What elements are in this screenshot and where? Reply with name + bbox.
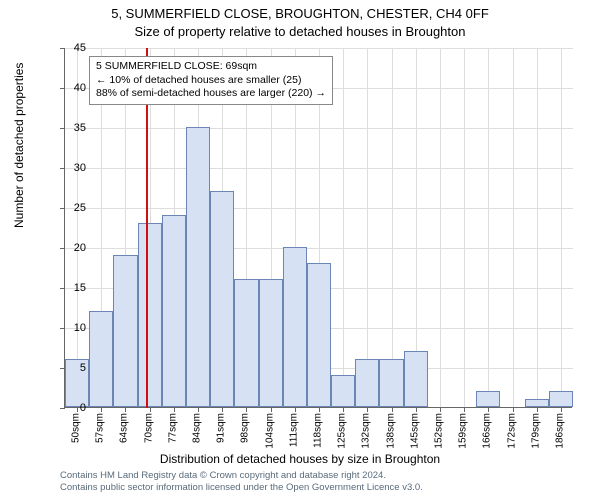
y-tick-label: 5	[56, 362, 86, 374]
x-tick-mark	[343, 407, 344, 412]
y-tick-label: 20	[56, 242, 86, 254]
x-tick-mark	[488, 407, 489, 412]
histogram-bar	[186, 127, 210, 407]
x-tick-mark	[319, 407, 320, 412]
x-tick-mark	[150, 407, 151, 412]
histogram-bar	[113, 255, 137, 407]
x-tick-label: 132sqm	[361, 413, 372, 449]
x-tick-mark	[101, 407, 102, 412]
grid-line-v	[513, 48, 514, 408]
histogram-bar	[162, 215, 186, 407]
info-box: 5 SUMMERFIELD CLOSE: 69sqm ← 10% of deta…	[89, 56, 333, 105]
x-tick-label: 125sqm	[337, 413, 348, 449]
x-tick-mark	[537, 407, 538, 412]
chart-plot-area: 5 SUMMERFIELD CLOSE: 69sqm ← 10% of deta…	[64, 48, 572, 408]
histogram-bar	[234, 279, 258, 407]
histogram-bar	[355, 359, 379, 407]
histogram-bar	[525, 399, 549, 407]
x-tick-mark	[198, 407, 199, 412]
x-tick-label: 118sqm	[313, 413, 324, 448]
x-tick-mark	[440, 407, 441, 412]
x-tick-mark	[222, 407, 223, 412]
chart-container: 5, SUMMERFIELD CLOSE, BROUGHTON, CHESTER…	[0, 0, 600, 500]
histogram-bar	[549, 391, 573, 407]
x-tick-label: 152sqm	[433, 413, 444, 449]
grid-line-v	[464, 48, 465, 408]
x-tick-mark	[271, 407, 272, 412]
histogram-bar	[404, 351, 428, 407]
y-tick-label: 35	[56, 122, 86, 134]
x-tick-mark	[125, 407, 126, 412]
footer-line-1: Contains HM Land Registry data © Crown c…	[60, 470, 590, 482]
x-tick-label: 104sqm	[264, 413, 275, 449]
y-tick-label: 0	[56, 402, 86, 414]
histogram-bar	[89, 311, 113, 407]
x-tick-label: 172sqm	[506, 413, 517, 449]
info-line-3: 88% of semi-detached houses are larger (…	[96, 87, 326, 101]
grid-line-v	[561, 48, 562, 408]
chart-title-main: 5, SUMMERFIELD CLOSE, BROUGHTON, CHESTER…	[0, 6, 600, 21]
x-axis-label: Distribution of detached houses by size …	[0, 452, 600, 466]
histogram-bar	[331, 375, 355, 407]
x-tick-label: 159sqm	[458, 413, 469, 449]
histogram-bar	[476, 391, 500, 407]
x-tick-label: 111sqm	[288, 413, 299, 447]
y-tick-label: 15	[56, 282, 86, 294]
x-tick-label: 98sqm	[240, 413, 251, 443]
footer-line-2: Contains public sector information licen…	[60, 482, 590, 494]
histogram-bar	[138, 223, 162, 407]
histogram-bar	[307, 263, 331, 407]
histogram-bar	[379, 359, 403, 407]
x-tick-mark	[392, 407, 393, 412]
x-tick-label: 179sqm	[530, 413, 541, 449]
x-tick-mark	[464, 407, 465, 412]
x-tick-label: 145sqm	[409, 413, 420, 449]
x-tick-label: 57sqm	[95, 413, 106, 443]
x-tick-label: 91sqm	[216, 413, 227, 443]
info-line-2: ← 10% of detached houses are smaller (25…	[96, 74, 326, 88]
grid-line-v	[537, 48, 538, 408]
histogram-bar	[283, 247, 307, 407]
y-tick-label: 30	[56, 162, 86, 174]
x-tick-label: 186sqm	[554, 413, 565, 449]
x-tick-mark	[513, 407, 514, 412]
x-tick-label: 70sqm	[143, 413, 154, 443]
info-line-1: 5 SUMMERFIELD CLOSE: 69sqm	[96, 60, 326, 74]
grid-line-v	[343, 48, 344, 408]
y-tick-label: 10	[56, 322, 86, 334]
x-tick-label: 50sqm	[71, 413, 82, 443]
histogram-bar	[210, 191, 234, 407]
y-axis-label: Number of detached properties	[12, 63, 26, 228]
x-tick-mark	[174, 407, 175, 412]
histogram-bar	[259, 279, 283, 407]
grid-line-v	[77, 48, 78, 408]
x-tick-label: 77sqm	[167, 413, 178, 443]
x-tick-mark	[416, 407, 417, 412]
footer-text: Contains HM Land Registry data © Crown c…	[60, 470, 590, 494]
x-tick-label: 138sqm	[385, 413, 396, 449]
y-tick-label: 25	[56, 202, 86, 214]
x-tick-mark	[367, 407, 368, 412]
y-tick-label: 45	[56, 42, 86, 54]
x-tick-label: 84sqm	[192, 413, 203, 443]
grid-line-v	[440, 48, 441, 408]
x-tick-label: 166sqm	[482, 413, 493, 449]
grid-line-v	[367, 48, 368, 408]
y-tick-label: 40	[56, 82, 86, 94]
x-tick-mark	[295, 407, 296, 412]
grid-line-v	[488, 48, 489, 408]
grid-line-v	[392, 48, 393, 408]
x-tick-label: 64sqm	[119, 413, 130, 443]
chart-title-sub: Size of property relative to detached ho…	[0, 24, 600, 39]
x-tick-mark	[246, 407, 247, 412]
x-tick-mark	[561, 407, 562, 412]
